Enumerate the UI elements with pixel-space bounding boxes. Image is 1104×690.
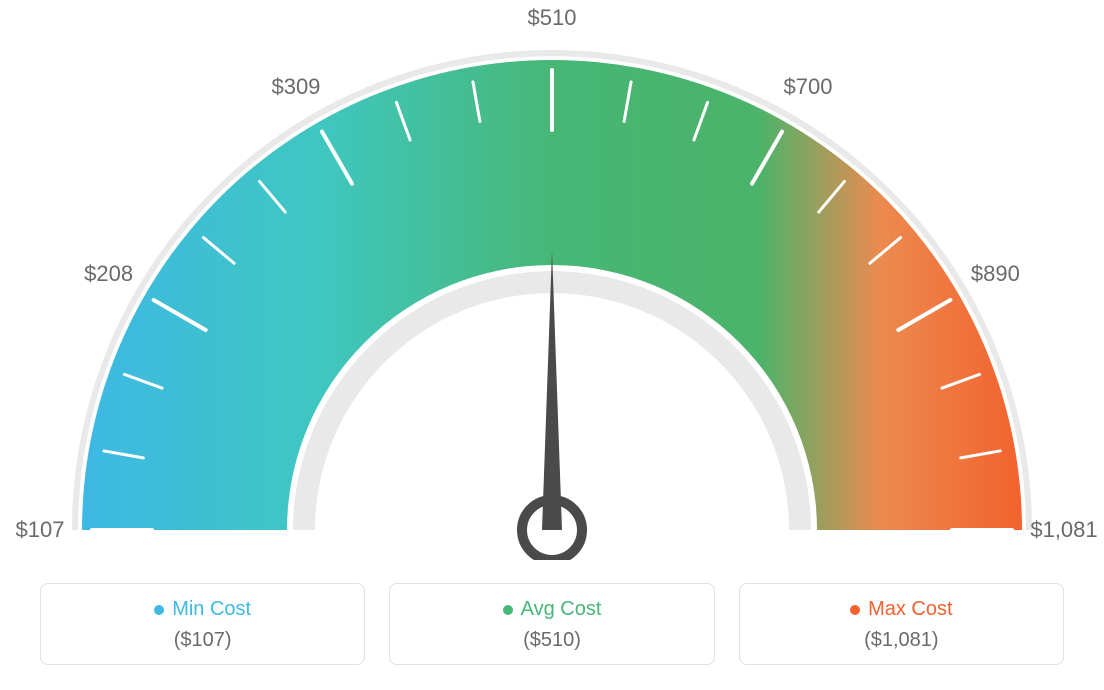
legend-card-avg: Avg Cost ($510) [389, 583, 714, 665]
legend-dot-max [850, 605, 860, 615]
legend-label-max: Max Cost [868, 598, 952, 621]
legend-row: Min Cost ($510) ($107) Avg Cost ($510) M… [40, 583, 1064, 665]
legend-card-max: Max Cost ($1,081) [739, 583, 1064, 665]
legend-value-avg: ($510) [400, 629, 703, 652]
legend-dot-min [154, 605, 164, 615]
gauge-tick-label: $890 [971, 261, 1020, 287]
gauge-tick-label: $510 [528, 5, 577, 31]
gauge-tick-label: $208 [84, 261, 133, 287]
legend-value-max: ($1,081) [750, 629, 1053, 652]
legend-dot-avg [503, 605, 513, 615]
cost-gauge: $107 $208 $309 $510 $700 $890 $1,081 [0, 0, 1104, 560]
legend-card-min: Min Cost ($510) ($107) [40, 583, 365, 665]
gauge-tick-label: $107 [16, 517, 65, 543]
legend-label-avg: Avg Cost [521, 598, 602, 621]
gauge-tick-label: $700 [784, 74, 833, 100]
gauge-tick-label: $309 [271, 74, 320, 100]
legend-value-min: ($107) [51, 629, 354, 652]
gauge-tick-label: $1,081 [1030, 517, 1097, 543]
legend-label-min: Min Cost [172, 598, 251, 621]
